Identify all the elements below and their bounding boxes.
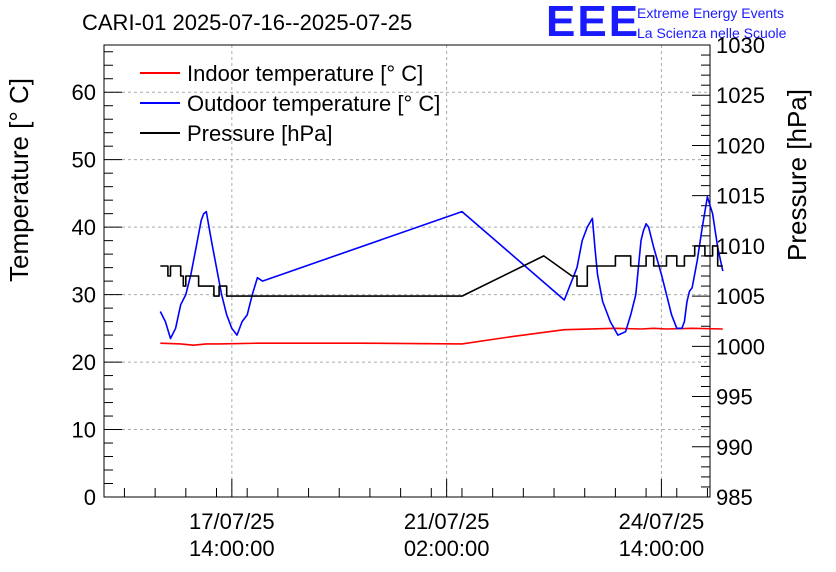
pressure-line: [160, 245, 723, 297]
y-tick-label: 0: [84, 485, 96, 510]
legend: Indoor temperature [° C] Outdoor temperat…: [140, 61, 440, 146]
y2-tick-label: 1025: [716, 83, 765, 108]
y2-tick-label: 995: [716, 385, 753, 410]
axes: 0102030405060985990995100010051010101510…: [72, 33, 765, 561]
y2-tick-label: 1030: [716, 33, 765, 58]
legend-outdoor-label: Outdoor temperature [° C]: [187, 91, 440, 116]
legend-indoor-label: Indoor temperature [° C]: [187, 61, 423, 86]
y-tick-label: 10: [72, 418, 96, 443]
plot-frame: [103, 44, 711, 498]
x-tick-label-time: 14:00:00: [189, 536, 275, 561]
y-tick-label: 20: [72, 350, 96, 375]
y2-tick-label: 1010: [716, 234, 765, 259]
y2-axis-label: Pressure [hPa]: [782, 89, 812, 261]
series-lines: [159, 196, 724, 347]
grid-lines: [104, 45, 710, 497]
brand-line-2: La Scienza nelle Scuole: [637, 25, 787, 41]
outdoor-temperature-line: [159, 196, 724, 340]
y-axis-label: Temperature [° C]: [4, 78, 34, 282]
x-tick-label-time: 14:00:00: [619, 536, 705, 561]
y2-tick-label: 1005: [716, 284, 765, 309]
y2-tick-label: 985: [716, 485, 753, 510]
x-tick-label-date: 21/07/25: [404, 509, 490, 534]
x-tick-label-date: 17/07/25: [189, 509, 275, 534]
x-tick-label-date: 24/07/25: [619, 509, 705, 534]
y2-tick-label: 1015: [716, 184, 765, 209]
y-tick-label: 50: [72, 148, 96, 173]
indoor-temperature-line: [160, 327, 723, 347]
y-tick-label: 30: [72, 283, 96, 308]
eee-logo: EEE: [546, 0, 641, 46]
y-tick-label: 60: [72, 80, 96, 105]
brand-line-1: Extreme Energy Events: [637, 5, 785, 21]
y2-tick-label: 1000: [716, 334, 765, 359]
x-tick-label-time: 02:00:00: [404, 536, 490, 561]
y2-tick-label: 990: [716, 435, 753, 460]
y-tick-label: 40: [72, 215, 96, 240]
y2-tick-label: 1020: [716, 133, 765, 158]
legend-pressure-label: Pressure [hPa]: [187, 121, 333, 146]
chart-title: CARI-01 2025-07-16--2025-07-25: [82, 10, 413, 35]
